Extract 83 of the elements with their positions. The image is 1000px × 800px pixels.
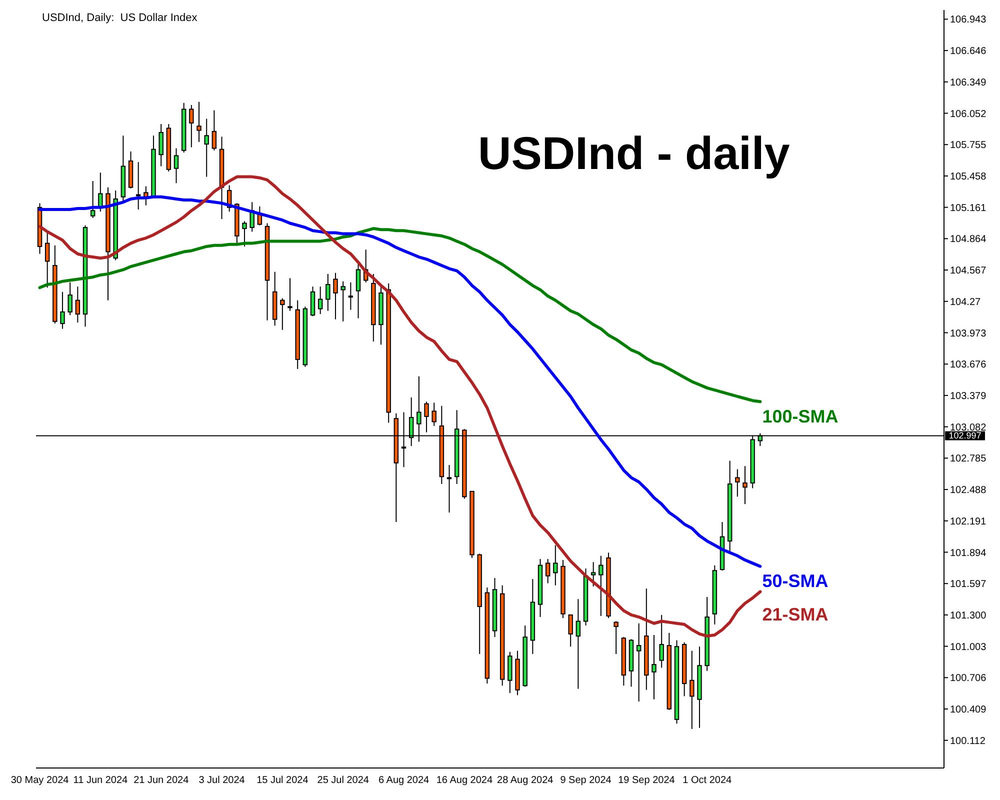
candlestick — [310, 286, 316, 317]
x-tick-label: 6 Aug 2024 — [378, 775, 430, 786]
y-tick-label: 104.27 — [950, 296, 982, 308]
y-tick-label: 105.161 — [950, 202, 987, 214]
candlestick — [242, 220, 247, 247]
y-tick-label: 100.112 — [950, 736, 986, 747]
candlestick — [189, 104, 194, 148]
candlestick — [545, 558, 550, 584]
candlestick — [68, 282, 72, 316]
candlestick — [432, 402, 436, 426]
candlestick — [333, 272, 338, 320]
ref-line-label: 102.997 — [948, 430, 982, 441]
y-tick-label: 101.597 — [950, 579, 987, 590]
y-tick-label: 106.646 — [950, 46, 987, 58]
x-tick-label: 19 Sep 2024 — [618, 775, 676, 786]
y-tick-label: 103.082 — [950, 422, 987, 434]
candlestick — [576, 598, 581, 690]
y-tick-label: 101.894 — [950, 548, 987, 559]
x-tick-label: 28 Aug 2024 — [497, 775, 554, 786]
y-tick-label: 100.706 — [950, 673, 987, 684]
candlestick — [144, 186, 148, 206]
x-tick-label: 30 May 2024 — [10, 775, 70, 786]
y-tick-label: 100.409 — [950, 704, 987, 716]
candlestick — [288, 278, 292, 312]
y-tick-label: 106.052 — [950, 108, 987, 120]
y-tick-label: 105.755 — [950, 140, 987, 152]
candlestick — [318, 286, 323, 315]
candlestick — [446, 464, 452, 514]
y-tick-label: 104.567 — [950, 266, 987, 277]
y-tick-label: 101.003 — [950, 642, 987, 653]
candlestick — [568, 614, 573, 648]
candlestick — [158, 124, 164, 167]
candlestick — [212, 110, 217, 151]
y-tick-label: 103.379 — [950, 390, 987, 402]
chart-title: USDInd, Daily: US Dollar Index — [42, 12, 198, 24]
candlestick — [204, 118, 209, 178]
y-tick-label: 102.785 — [950, 454, 987, 465]
candlestick — [553, 544, 558, 586]
x-tick-label: 16 Aug 2024 — [436, 775, 493, 786]
candlestick — [742, 466, 748, 505]
y-tick-label: 102.191 — [950, 516, 987, 528]
candlestick — [636, 622, 642, 702]
x-tick-label: 3 Jul 2024 — [198, 775, 246, 786]
candlestick — [44, 231, 50, 288]
y-tick-label: 103.973 — [950, 328, 987, 340]
x-tick-label: 15 Jul 2024 — [256, 775, 309, 786]
y-tick-label: 101.300 — [950, 610, 987, 622]
y-tick-label: 105.458 — [950, 172, 987, 183]
series-label: 21-SMA — [762, 604, 828, 624]
candlestick — [424, 401, 429, 433]
candlestick — [60, 291, 65, 330]
candlestick — [598, 555, 604, 616]
candlestick — [340, 280, 346, 322]
candlestick — [326, 273, 330, 312]
candlestick — [690, 650, 694, 730]
x-tick-label: 21 Jun 2024 — [134, 775, 190, 786]
candlestick — [735, 468, 740, 498]
candlestick — [659, 614, 664, 668]
candlestick — [90, 180, 96, 218]
candlestick — [136, 162, 141, 210]
y-tick-label: 106.349 — [950, 77, 987, 88]
candlestick — [280, 298, 285, 330]
y-tick-label: 102.488 — [950, 485, 987, 496]
x-tick-label: 25 Jul 2024 — [317, 775, 370, 786]
x-tick-label: 11 Jun 2024 — [73, 775, 128, 786]
candlestick — [196, 101, 202, 142]
y-tick-label: 103.676 — [950, 360, 987, 371]
y-tick-label: 106.943 — [950, 14, 987, 26]
candlestick — [590, 562, 596, 587]
text: USDInd - daily — [478, 126, 790, 180]
candlestick — [174, 148, 179, 184]
candlestick — [75, 286, 80, 323]
candlestick — [356, 262, 361, 319]
line-series — [38, 227, 762, 404]
candlestick — [98, 172, 103, 212]
candlestick — [348, 282, 354, 310]
series-label: 50-SMA — [762, 571, 828, 592]
y-tick-label: 104.864 — [950, 234, 987, 246]
x-tick-label: 9 Sep 2024 — [560, 775, 612, 786]
x-tick-label: 1 Oct 2024 — [682, 775, 732, 786]
candlestick — [652, 634, 656, 700]
series-label: 100-SMA — [762, 406, 838, 426]
candlestick — [614, 620, 618, 654]
